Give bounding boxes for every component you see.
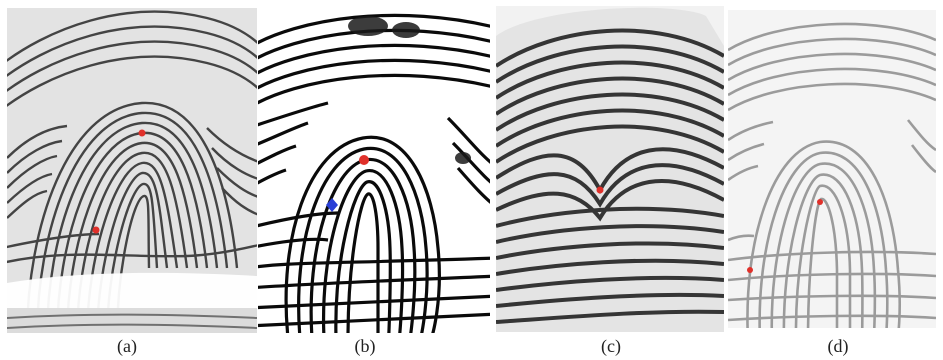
- core-point-marker: [359, 155, 369, 165]
- fingerprint-panel-d: [728, 10, 936, 328]
- fingerprint-image-d: [728, 10, 936, 328]
- fingerprint-image-c: [496, 6, 724, 332]
- fingerprint-image-b: [258, 8, 490, 333]
- caption-b: (b): [354, 336, 376, 356]
- caption-c: (c): [601, 336, 621, 356]
- fingerprint-panel-b: [258, 8, 490, 333]
- delta-point-marker: [326, 198, 338, 212]
- core-point-marker: [138, 129, 146, 137]
- fingerprint-panel-a: [7, 8, 257, 333]
- delta-point-marker: [747, 267, 753, 273]
- caption-a: (a): [117, 336, 137, 356]
- core-point-marker: [817, 199, 823, 205]
- fingerprint-image-a: [7, 8, 257, 333]
- fingerprint-panel-c: [496, 6, 724, 332]
- core-point-marker: [596, 186, 604, 194]
- delta-point-marker: [92, 226, 100, 234]
- caption-d: (d): [827, 336, 849, 356]
